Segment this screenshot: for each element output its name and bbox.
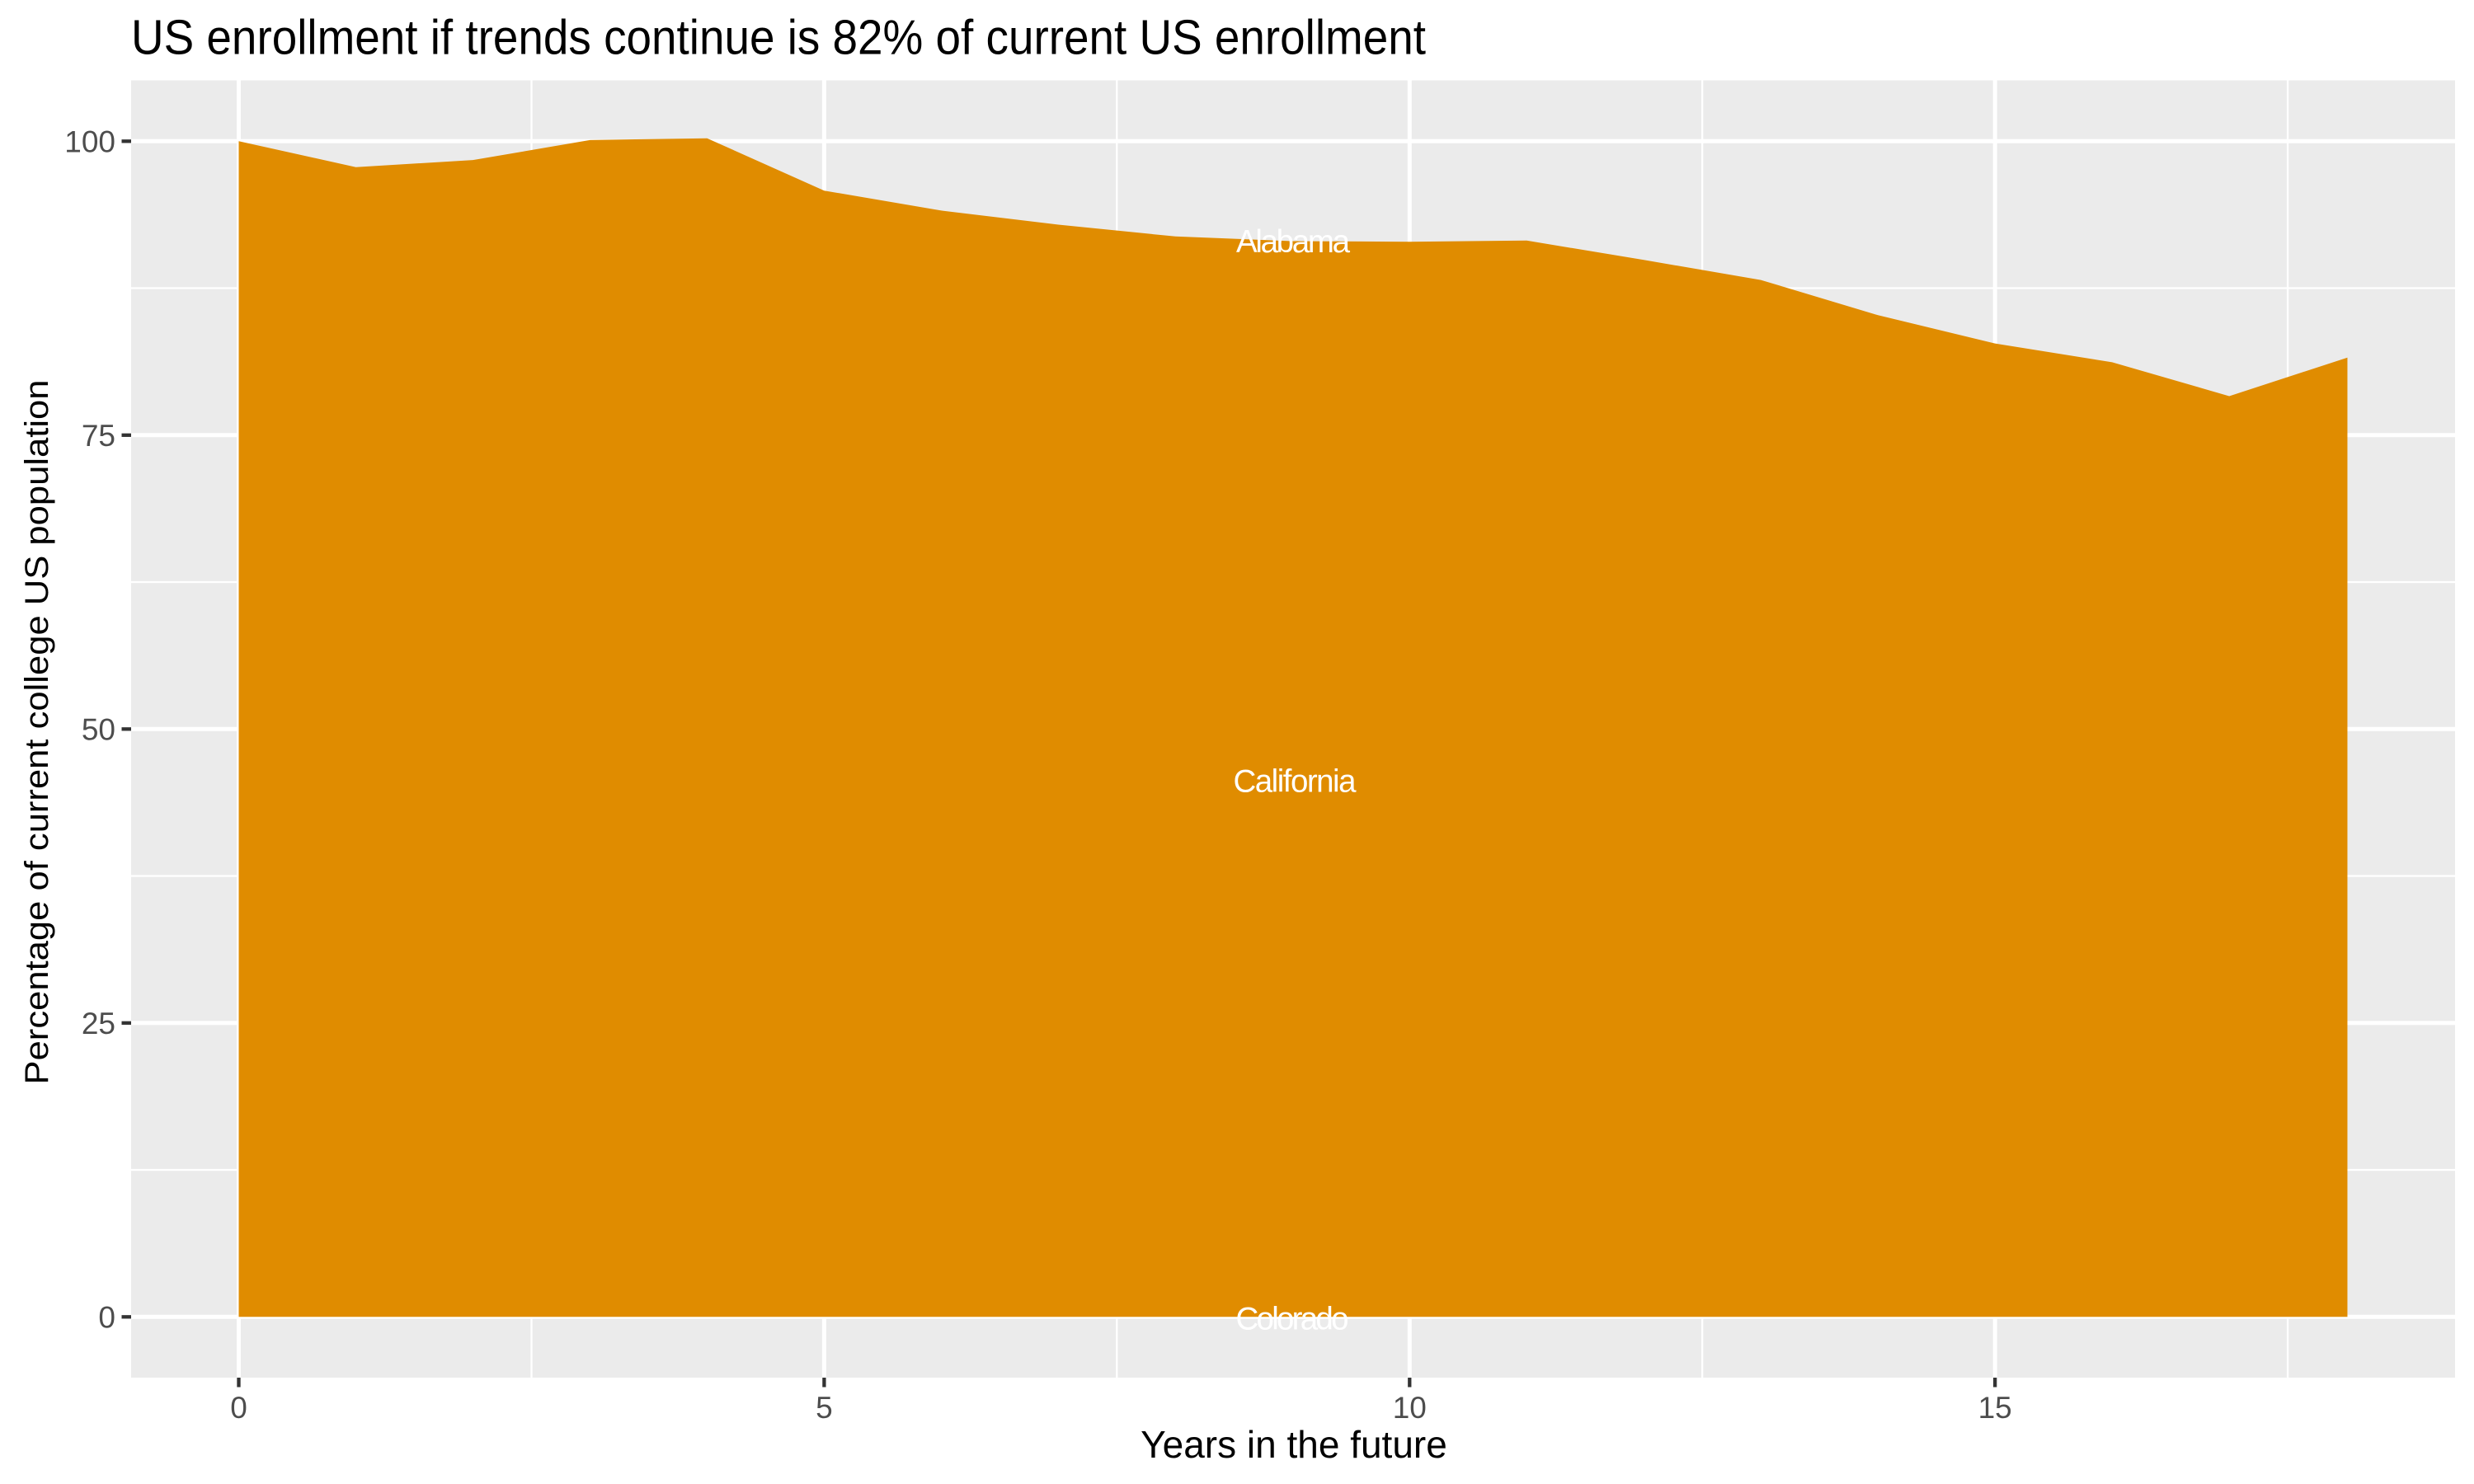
svg-text:10: 10 — [1393, 1391, 1427, 1425]
svg-text:California: California — [1234, 763, 1357, 799]
svg-text:50: 50 — [82, 712, 115, 746]
svg-text:5: 5 — [816, 1391, 833, 1425]
svg-text:15: 15 — [1978, 1391, 2012, 1425]
svg-text:0: 0 — [230, 1391, 247, 1425]
svg-text:Percentage of current college: Percentage of current college US populat… — [19, 380, 55, 1085]
svg-text:US enrollment if trends contin: US enrollment if trends continue is 82% … — [131, 11, 1426, 65]
svg-text:Alabama: Alabama — [1236, 224, 1351, 260]
svg-text:75: 75 — [82, 419, 115, 453]
svg-text:100: 100 — [64, 124, 115, 158]
svg-text:0: 0 — [98, 1300, 115, 1334]
svg-text:Colorado: Colorado — [1236, 1302, 1349, 1337]
svg-text:25: 25 — [82, 1007, 115, 1040]
svg-text:Years in the future: Years in the future — [1141, 1423, 1447, 1466]
